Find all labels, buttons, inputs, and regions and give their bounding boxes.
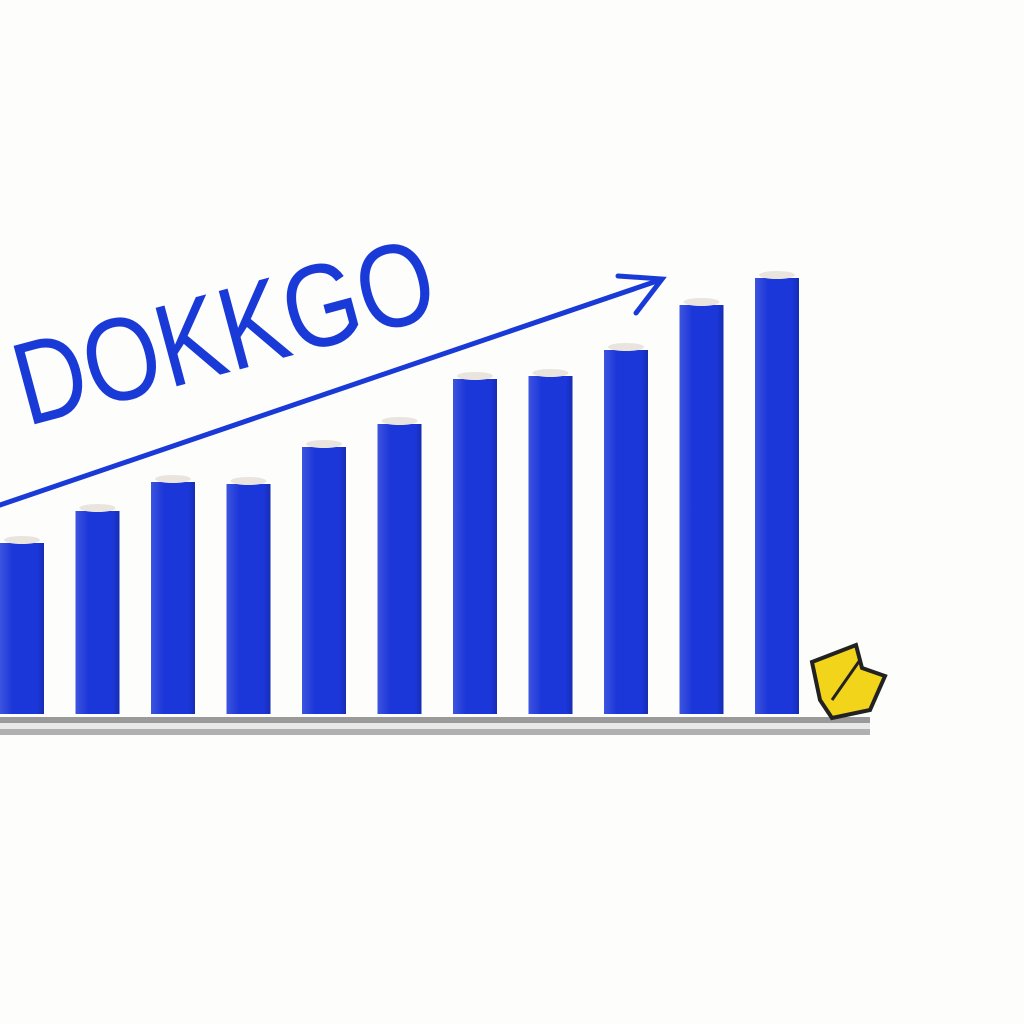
bar-cap (532, 369, 569, 377)
bar (226, 484, 271, 714)
bar-cap (4, 536, 40, 544)
bar-cap (155, 475, 191, 483)
bar (679, 305, 724, 714)
bar-cap (306, 440, 342, 448)
bar-cap (683, 298, 720, 306)
bar-cap (759, 271, 795, 279)
corner-icon (809, 642, 888, 721)
axis-rail (0, 717, 870, 735)
bar (604, 350, 648, 714)
bar (75, 511, 120, 714)
bar-cap (79, 504, 116, 512)
bar (151, 482, 195, 714)
bar-cap (381, 417, 418, 425)
bar-cap (230, 477, 267, 485)
bar (453, 379, 497, 714)
bar-cap (608, 343, 644, 351)
bar (528, 376, 573, 714)
bar (377, 424, 422, 714)
bar (302, 447, 346, 714)
bar (755, 278, 799, 714)
bar (0, 543, 44, 714)
bar-cap (457, 372, 493, 380)
trend-arrow (0, 273, 667, 508)
